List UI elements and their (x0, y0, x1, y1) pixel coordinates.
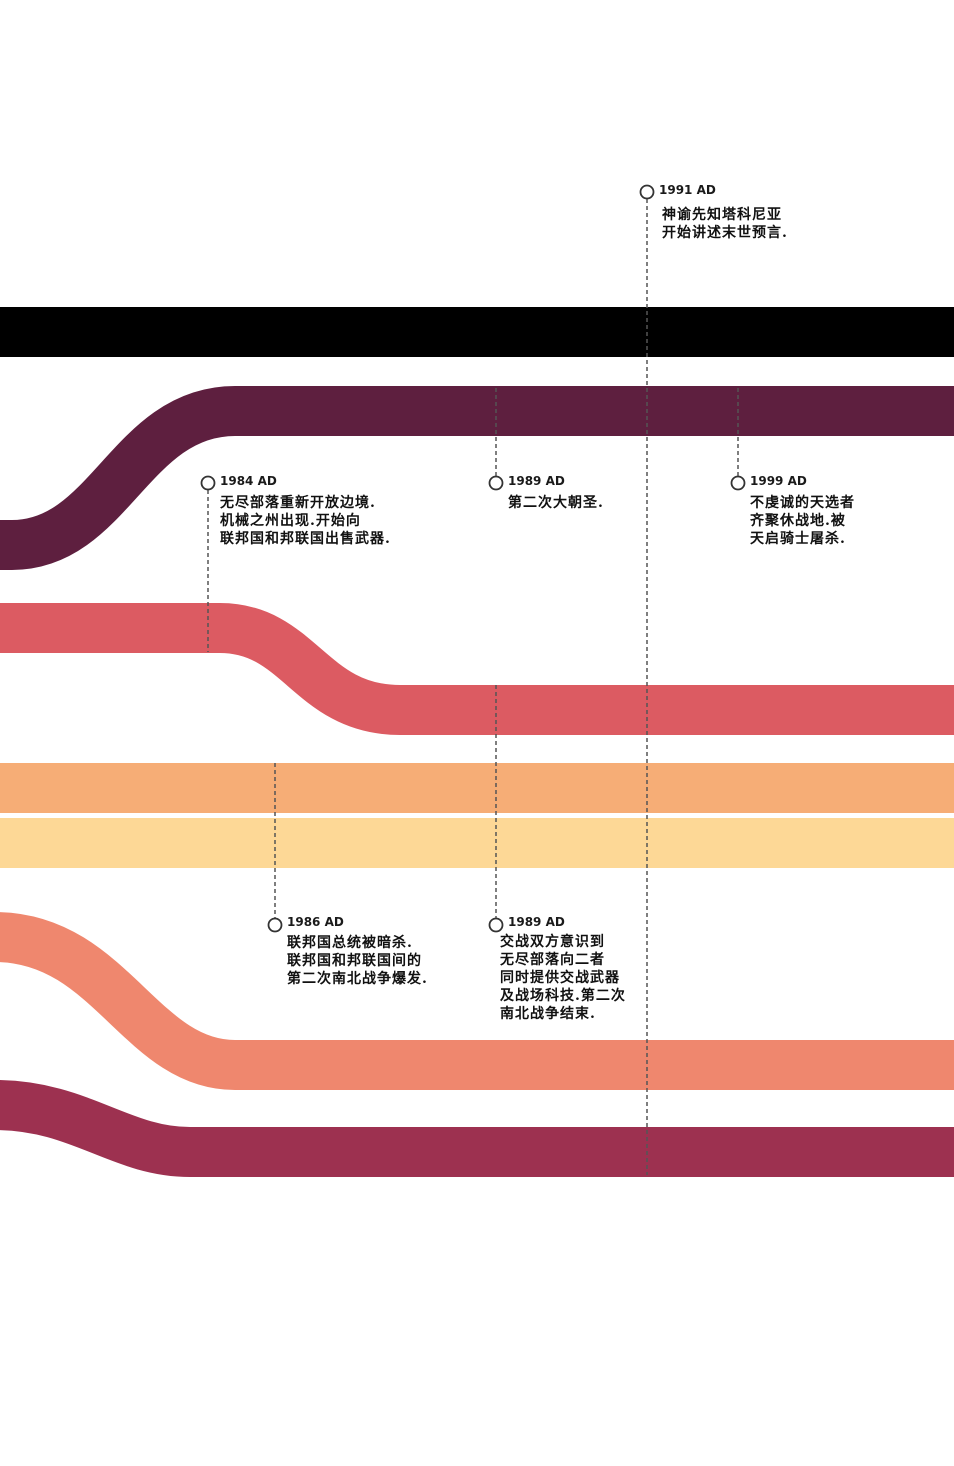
event-year: 1989 AD (508, 474, 565, 488)
marker-1989-upper (488, 475, 504, 491)
event-description: 联邦国总统被暗杀. 联邦国和邦联国间的 第二次南北战争爆发. (287, 935, 428, 987)
band-coral-red (0, 603, 954, 735)
band-raspberry (0, 1080, 954, 1177)
band-plum (0, 386, 954, 570)
event-year: 1999 AD (750, 474, 807, 488)
event-description: 第二次大朝圣. (508, 495, 604, 511)
event-description: 不虔诚的天选者 齐聚休战地.被 天启骑士屠杀. (750, 495, 855, 547)
event-description: 无尽部落重新开放边境. 机械之州出现.开始向 联邦国和邦联国出售武器. (220, 495, 391, 547)
event-description: 神谕先知塔科尼亚 开始讲述末世预言. (662, 207, 788, 241)
marker-1984 (200, 475, 216, 491)
band-salmon (0, 912, 954, 1090)
marker-1989-lower (488, 917, 504, 933)
event-description: 交战双方意识到 无尽部落向二者 同时提供交战武器 及战场科技.第二次 南北战争结… (500, 934, 626, 1022)
event-year: 1984 AD (220, 474, 277, 488)
event-year: 1989 AD (508, 915, 565, 929)
marker-1999 (730, 475, 746, 491)
marker-1991 (639, 184, 655, 200)
event-year: 1991 AD (659, 183, 716, 197)
event-year: 1986 AD (287, 915, 344, 929)
marker-1986 (267, 917, 283, 933)
